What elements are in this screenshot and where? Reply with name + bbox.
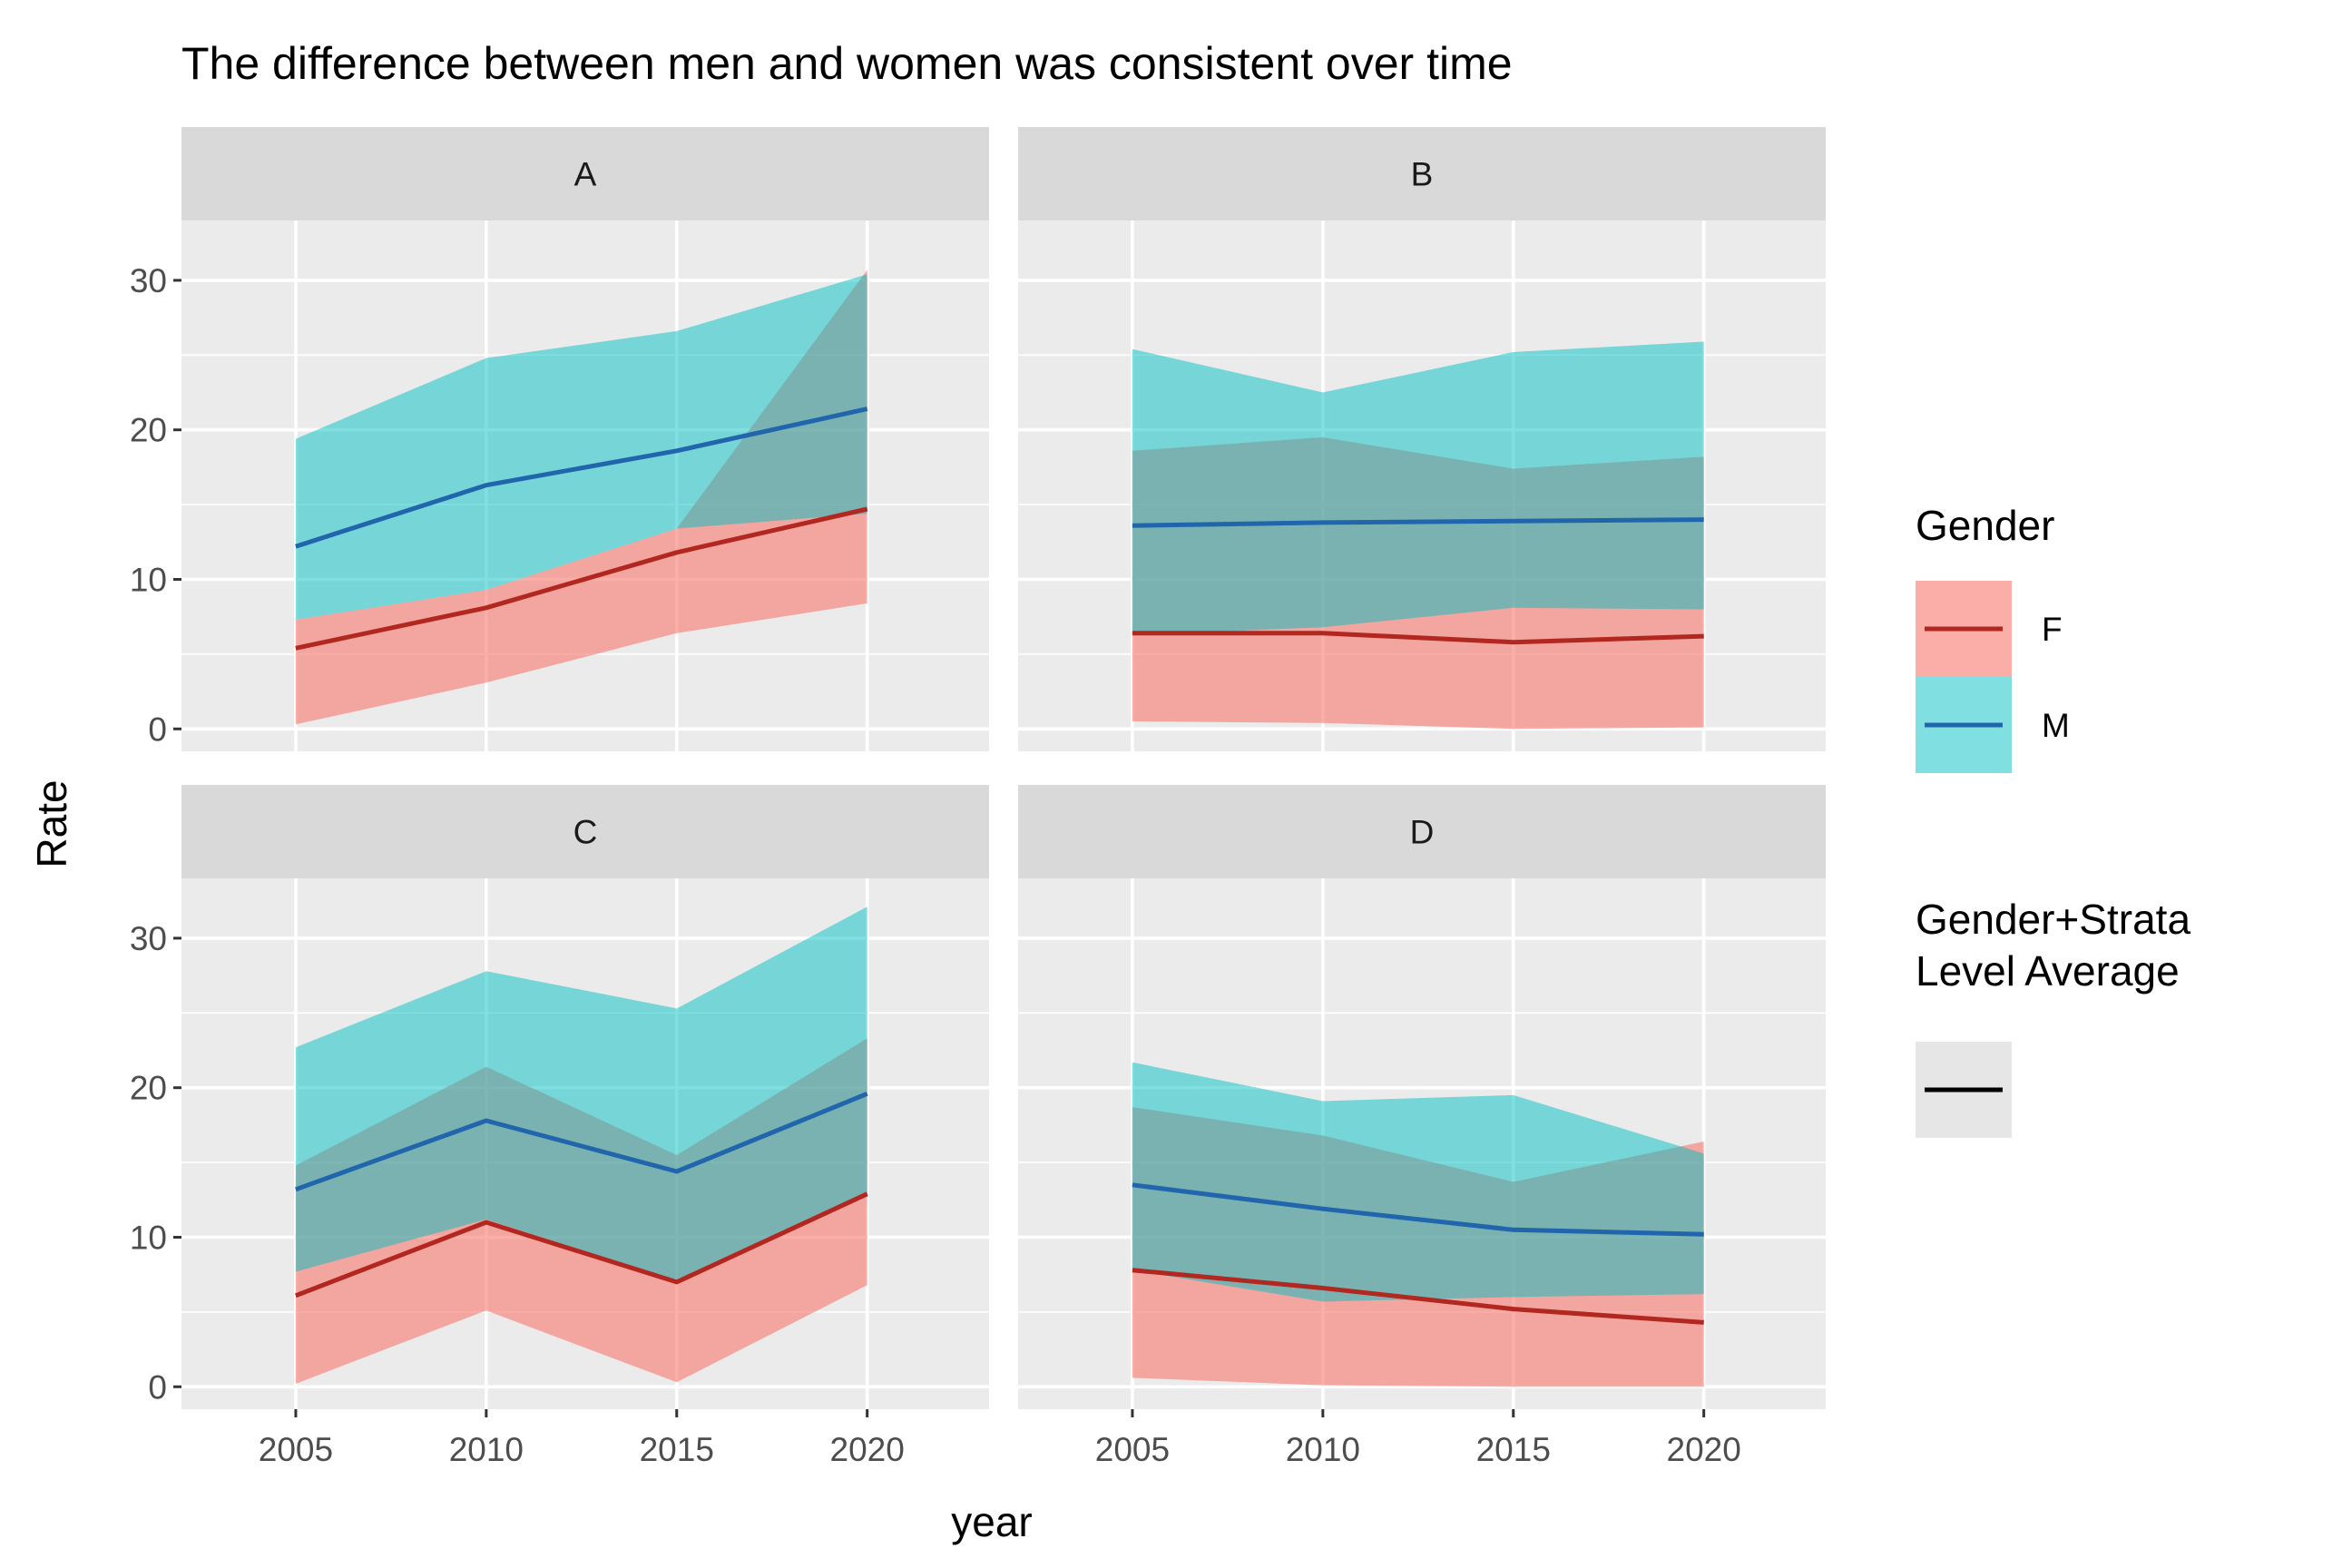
ribbon-m xyxy=(295,906,867,1281)
legend-average-title-line1: Gender+Strata xyxy=(1916,896,2190,943)
line-m xyxy=(295,1091,868,1192)
legend-average-title-line2: Level Average xyxy=(1916,947,2180,995)
x-axis-title: year xyxy=(951,1498,1032,1545)
panel-b: B xyxy=(1018,127,1826,751)
line-m xyxy=(1132,1182,1704,1237)
x-tick-label: 2010 xyxy=(1286,1431,1360,1468)
y-tick-label: 10 xyxy=(130,1219,167,1256)
panels-group: A 0 10 20 30 B C 0 10 20 30 2005 2010 2015 2020 D 2005 20… xyxy=(130,127,1826,1468)
y-axis-title: Rate xyxy=(28,779,75,867)
line-f xyxy=(1132,1268,1704,1325)
line-m xyxy=(1132,517,1704,528)
panel-d: D 2005 2010 2015 2020 xyxy=(1018,785,1826,1468)
chart-title: The difference between men and women was… xyxy=(181,38,1513,89)
x-tick-label: 2005 xyxy=(1095,1431,1170,1468)
x-tick-label: 2015 xyxy=(1476,1431,1551,1468)
ribbon-f xyxy=(295,270,867,725)
legend-label-f: F xyxy=(2042,611,2063,648)
line-f xyxy=(1132,631,1704,645)
panel-a: A 0 10 20 30 xyxy=(130,127,989,751)
y-tick-label: 20 xyxy=(130,1070,167,1107)
strip-label-a: A xyxy=(574,156,597,193)
ribbon-m xyxy=(1132,1062,1704,1302)
ribbon-m xyxy=(1132,341,1704,635)
legend-label-m: M xyxy=(2042,707,2070,744)
x-tick-label: 2015 xyxy=(640,1431,714,1468)
strip-label-d: D xyxy=(1410,814,1435,851)
y-tick-label: 0 xyxy=(148,710,167,748)
x-tick-label: 2010 xyxy=(449,1431,524,1468)
y-tick-label: 10 xyxy=(130,561,167,598)
y-tick-label: 20 xyxy=(130,412,167,449)
legend-average: Gender+Strata Level Average xyxy=(1916,896,2190,1138)
legend-gender: Gender F M xyxy=(1916,502,2070,773)
strip-label-b: B xyxy=(1411,156,1434,193)
line-m xyxy=(295,407,868,549)
y-tick-label: 0 xyxy=(148,1368,167,1406)
strip-a xyxy=(181,127,989,220)
ribbon-m xyxy=(295,274,867,620)
x-tick-label: 2020 xyxy=(830,1431,905,1468)
y-tick-label: 30 xyxy=(130,262,167,299)
strip-d xyxy=(1018,785,1826,878)
x-tick-label: 2005 xyxy=(259,1431,333,1468)
line-f xyxy=(295,506,868,651)
strip-c xyxy=(181,785,989,878)
strip-label-c: C xyxy=(573,814,598,851)
line-f xyxy=(295,1191,868,1298)
panel-c: C 0 10 20 30 2005 2010 2015 2020 xyxy=(130,785,989,1468)
x-tick-label: 2020 xyxy=(1667,1431,1741,1468)
y-tick-label: 30 xyxy=(130,920,167,957)
legend-gender-title: Gender xyxy=(1916,502,2054,549)
strip-b xyxy=(1018,127,1826,220)
